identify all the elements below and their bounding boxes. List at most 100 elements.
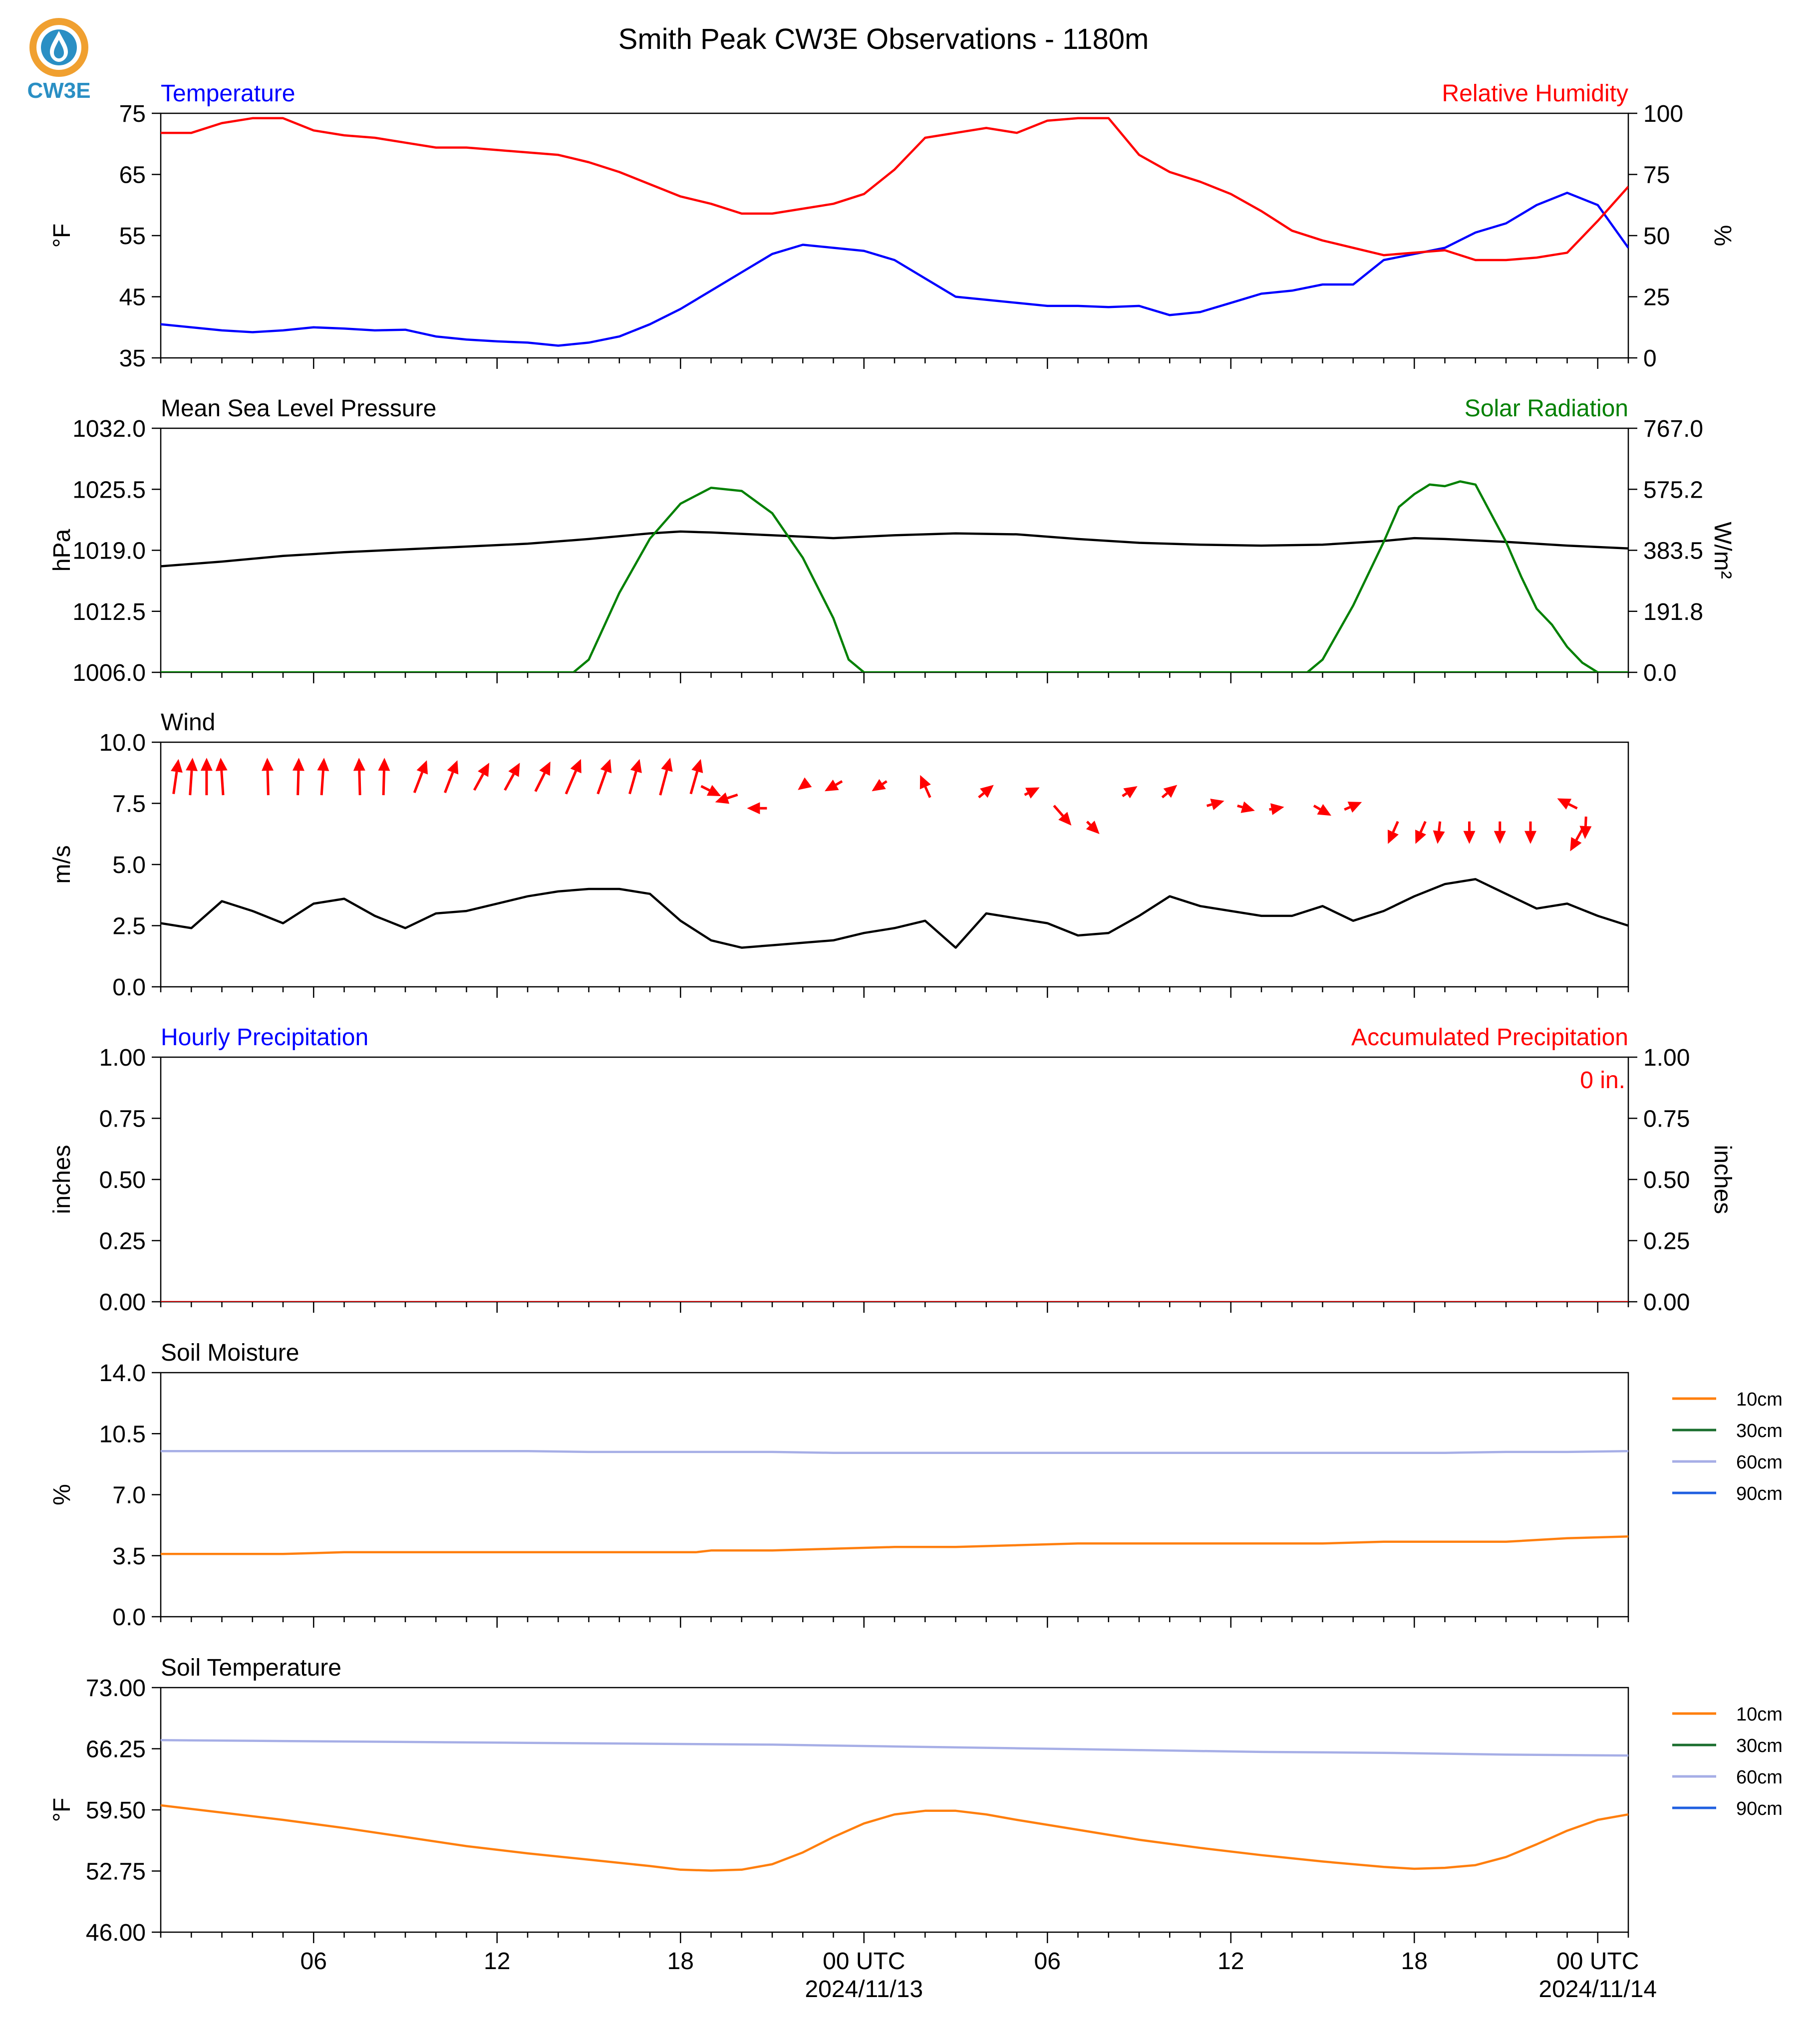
wind-arrow-shaft [189,770,193,796]
y-tick-label: 1025.5 [72,477,146,503]
wind-arrow [200,758,213,796]
panel-soil_temp: 46.00 52.75 59.50 66.25 73.00 Soil Temperatur… [49,1655,1783,2003]
x-tick-label: 00 UTC [823,1948,905,1975]
panel-title-left: Temperature [161,80,295,107]
wind-arrow-head [292,758,304,771]
x-tick-label: 12 [484,1948,510,1975]
wind-arrow [186,758,198,796]
wind-arrow-head [1210,799,1224,811]
wind-arrow-shaft [1122,792,1128,798]
legend-item-30cm: 30cm [1672,1421,1783,1442]
wind-arrow-shaft [1024,792,1029,796]
y-tick-label: 1032.0 [72,416,146,442]
panel-title-right: Relative Humidity [1442,80,1628,107]
y-tick-label: 1006.0 [72,660,146,686]
x-tick-date-label: 2024/11/14 [1538,1976,1657,2003]
wind-arrow-head [1387,830,1399,844]
panel-title-left: Soil Moisture [161,1340,299,1366]
series-group [161,117,1628,347]
legend: 10cm 30cm 60cm 90cm [1672,1704,1783,1819]
wind-arrow-shaft [565,770,577,795]
y-tick-label: 65 [119,162,146,189]
wind-arrow [353,758,365,796]
y-tick-label-right: 75 [1643,162,1670,189]
cw3e-logo: CW3E [27,18,91,103]
y-tick-label: 7.0 [112,1482,146,1509]
wind-arrow [317,758,329,796]
y-tick-label: 0.0 [112,974,146,1001]
wind-arrow-head [798,777,812,790]
wind-arrow-head [1570,837,1582,852]
y-tick-label-right: 25 [1643,285,1670,311]
wind-arrow-head [353,758,365,771]
wind-arrow-head [747,802,760,815]
wind-arrow [262,758,274,796]
series-line-black [161,530,1628,568]
wind-arrow [1387,821,1399,844]
wind-arrow-head [706,785,721,796]
x-tick-label: 12 [1217,1948,1244,1975]
wind-arrow-head [416,760,428,775]
series-line-green [1306,480,1598,672]
y-tick-label-right: 0.75 [1643,1106,1690,1133]
wind-arrow-shaft [1269,808,1272,811]
wind-arrows [171,758,1592,852]
panel-precip: 0.00 0.25 0.50 0.75 1.00 0.00 0.25 0.50 0.75 1.00… [49,1024,1736,1316]
panel-pressure_solar: 1006.0 1012.5 1019.0 1025.5 1032.0 0.0 191.8 38… [49,395,1736,686]
y-tick-label: 75 [119,101,146,127]
wind-arrow [1237,801,1255,813]
wind-arrow-shaft [1161,792,1168,799]
wind-arrow-head [171,759,183,773]
wind-arrow-head [1058,812,1072,826]
wind-arrow [1313,804,1331,816]
y-tick-label: 0.50 [99,1167,146,1193]
wind-arrow [1122,786,1138,799]
wind-arrow [1269,803,1284,815]
wind-arrow-head [1557,798,1572,810]
series-line-60cm [161,1449,1628,1454]
panel-title-right: Solar Radiation [1465,395,1628,422]
y-tick-label: 55 [119,223,146,250]
wind-arrow-shaft [413,772,424,793]
y-tick-label-right: 767.0 [1643,416,1703,442]
wind-arrow-shaft [534,772,546,792]
wind-arrow-head [1579,826,1592,839]
y-tick-label: 59.50 [86,1797,146,1824]
legend-label: 30cm [1736,1421,1783,1442]
y-tick-label-right: 575.2 [1643,477,1703,503]
wind-arrow-head [661,758,673,772]
y-axis-label: inches [49,1145,75,1214]
wind-arrow-shaft [727,793,738,800]
legend-item-60cm: 60cm [1672,1767,1783,1788]
series-line-60cm [161,1739,1628,1757]
y-axis-label-right: W/m² [1709,522,1736,579]
y-tick-label-right: 191.8 [1643,599,1703,625]
wind-arrow-shaft [382,771,385,796]
wind-arrow [747,802,767,815]
y-tick-label: 0.75 [99,1106,146,1133]
wind-arrow [565,759,582,795]
logo-text: CW3E [27,78,90,103]
wind-arrow [1433,821,1445,844]
wind-arrow-head [478,763,490,777]
wind-arrow-head [691,759,703,773]
legend-label: 60cm [1736,1767,1783,1788]
wind-arrow-head [630,759,642,773]
figure-title: Smith Peak CW3E Observations - 1180m [618,23,1149,55]
precip-total-annotation: 0 in. [1580,1067,1625,1094]
legend-item-10cm: 10cm [1672,1389,1783,1410]
wind-arrow [1494,821,1506,844]
wind-arrow [689,759,703,795]
series-line-green [161,486,1628,672]
y-tick-label: 66.25 [86,1737,146,1763]
wind-arrow [1024,787,1040,799]
wind-arrow-shaft [358,771,361,796]
wind-arrow-head [1347,802,1362,813]
wind-arrow [1206,799,1224,811]
wind-arrow-shaft [700,785,710,792]
wind-arrow [1415,821,1427,844]
panel-frame [160,741,1629,988]
wind-arrow [1570,828,1584,852]
x-tick-label: 06 [301,1948,327,1975]
series-group [161,878,1628,949]
